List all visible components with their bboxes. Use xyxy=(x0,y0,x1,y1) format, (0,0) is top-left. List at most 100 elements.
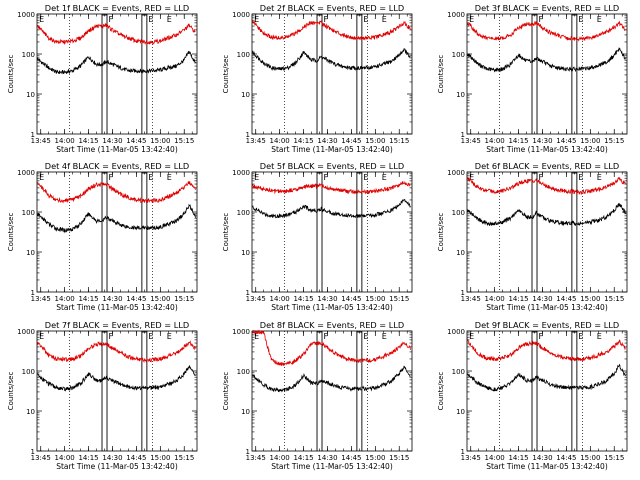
marker-label: F xyxy=(109,332,114,341)
marker-label: E xyxy=(254,173,259,182)
marker-label: F xyxy=(324,332,329,341)
y-tick-label: 100 xyxy=(237,51,250,59)
series-line-lld xyxy=(37,340,196,363)
marker-label: F xyxy=(539,15,544,24)
x-tick-label: 14:30 xyxy=(317,137,337,145)
x-tick-label: 15:00 xyxy=(150,454,170,462)
x-axis-label: Start Time (11-Mar-05 13:42:40) xyxy=(271,462,393,471)
x-axis-label: Start Time (11-Mar-05 13:42:40) xyxy=(56,145,178,154)
plot-frame xyxy=(251,171,413,293)
marker-label: E xyxy=(363,332,368,341)
y-tick-label: 1000 xyxy=(17,328,35,336)
x-axis-label: Start Time (11-Mar-05 13:42:40) xyxy=(56,462,178,471)
y-tick-label: 1 xyxy=(246,289,250,297)
series-line-lld xyxy=(37,181,196,204)
x-tick-label: 15:00 xyxy=(150,295,170,303)
y-tick-label: 1000 xyxy=(232,328,250,336)
series-line-events xyxy=(467,202,626,227)
chart-panel: Det 8f BLACK = Events, RED = LLD 1 10 100 10… xyxy=(222,320,413,471)
x-tick-label: 15:15 xyxy=(174,454,194,462)
chart-title: Det 7f BLACK = Events, RED = LLD xyxy=(45,320,189,330)
y-tick-label: 1 xyxy=(31,131,35,139)
y-tick-label: 100 xyxy=(237,209,250,217)
series-line-lld xyxy=(37,22,196,45)
x-tick-label: 14:45 xyxy=(556,454,576,462)
x-tick-label: 14:30 xyxy=(532,295,552,303)
marker-label: E xyxy=(254,15,259,24)
y-tick-label: 10 xyxy=(241,91,250,99)
y-axis-label: Counts/sec xyxy=(7,372,15,411)
x-tick-label: 14:15 xyxy=(78,295,98,303)
x-tick-label: 14:30 xyxy=(532,454,552,462)
x-tick-label: 14:15 xyxy=(508,137,528,145)
marker-label: E xyxy=(578,332,583,341)
x-tick-label: 14:00 xyxy=(485,137,505,145)
y-tick-label: 1000 xyxy=(17,169,35,177)
series-line-events xyxy=(252,48,411,71)
marker-label: E xyxy=(39,173,44,182)
x-tick-label: 13:45 xyxy=(246,295,266,303)
x-tick-label: 14:30 xyxy=(317,454,337,462)
series-line-events xyxy=(37,365,196,392)
y-tick-label: 100 xyxy=(452,51,465,59)
marker-label: E xyxy=(469,15,474,24)
marker-label: E xyxy=(382,15,387,24)
x-tick-label: 15:15 xyxy=(389,295,409,303)
chart-title: Det 1f BLACK = Events, RED = LLD xyxy=(45,3,189,13)
y-tick-label: 1000 xyxy=(447,328,465,336)
chart-title: Det 3f BLACK = Events, RED = LLD xyxy=(475,3,619,13)
chart-title: Det 4f BLACK = Events, RED = LLD xyxy=(45,161,189,171)
series-line-lld xyxy=(252,180,411,195)
y-tick-label: 1 xyxy=(31,448,35,456)
x-tick-label: 15:15 xyxy=(604,137,624,145)
x-tick-label: 14:00 xyxy=(485,295,505,303)
series-line-events xyxy=(37,203,196,234)
y-axis-label: Counts/sec xyxy=(437,372,445,411)
x-axis-label: Start Time (11-Mar-05 13:42:40) xyxy=(486,303,608,312)
marker-label: E xyxy=(39,15,44,24)
x-tick-label: 14:45 xyxy=(126,295,146,303)
x-tick-label: 15:15 xyxy=(604,454,624,462)
y-axis-label: Counts/sec xyxy=(437,55,445,94)
marker-label: E xyxy=(382,332,387,341)
x-tick-label: 14:45 xyxy=(556,137,576,145)
series-line-events xyxy=(467,363,626,392)
marker-label: E xyxy=(148,173,153,182)
y-tick-label: 1 xyxy=(246,131,250,139)
y-tick-label: 10 xyxy=(26,91,35,99)
x-tick-label: 15:15 xyxy=(174,295,194,303)
plot-frame xyxy=(36,13,198,135)
chart-title: Det 9f BLACK = Events, RED = LLD xyxy=(475,320,619,330)
y-axis-label: Counts/sec xyxy=(222,372,230,411)
x-tick-label: 14:45 xyxy=(341,137,361,145)
marker-label: E xyxy=(363,15,368,24)
x-tick-label: 13:45 xyxy=(461,454,481,462)
y-tick-label: 1000 xyxy=(232,169,250,177)
chart-panel: Det 5f BLACK = Events, RED = LLD 1 10 100 10… xyxy=(222,161,413,312)
plot-frame xyxy=(466,13,628,135)
x-tick-label: 14:15 xyxy=(78,454,98,462)
x-tick-label: 14:00 xyxy=(270,295,290,303)
y-tick-label: 1 xyxy=(246,448,250,456)
chart-panel: Det 4f BLACK = Events, RED = LLD 1 10 100 10… xyxy=(7,161,198,312)
x-axis-label: Start Time (11-Mar-05 13:42:40) xyxy=(56,303,178,312)
marker-label: E xyxy=(363,173,368,182)
y-tick-label: 1000 xyxy=(17,11,35,19)
y-tick-label: 1 xyxy=(461,289,465,297)
x-tick-label: 13:45 xyxy=(31,454,51,462)
y-tick-label: 10 xyxy=(241,408,250,416)
y-tick-label: 1 xyxy=(461,448,465,456)
plot-frame xyxy=(36,171,198,293)
y-tick-label: 1 xyxy=(31,289,35,297)
series-line-lld xyxy=(467,20,626,42)
series-line-lld xyxy=(467,176,626,196)
series-line-lld xyxy=(252,329,411,366)
plot-frame xyxy=(466,330,628,452)
chart-panel: Det 9f BLACK = Events, RED = LLD 1 10 100 10… xyxy=(437,320,628,471)
y-tick-label: 100 xyxy=(22,368,35,376)
chart-panel: Det 3f BLACK = Events, RED = LLD 1 10 100 10… xyxy=(437,3,628,154)
y-tick-label: 10 xyxy=(241,249,250,257)
chart-title: Det 6f BLACK = Events, RED = LLD xyxy=(475,161,619,171)
x-tick-label: 15:00 xyxy=(365,295,385,303)
x-tick-label: 14:45 xyxy=(341,454,361,462)
